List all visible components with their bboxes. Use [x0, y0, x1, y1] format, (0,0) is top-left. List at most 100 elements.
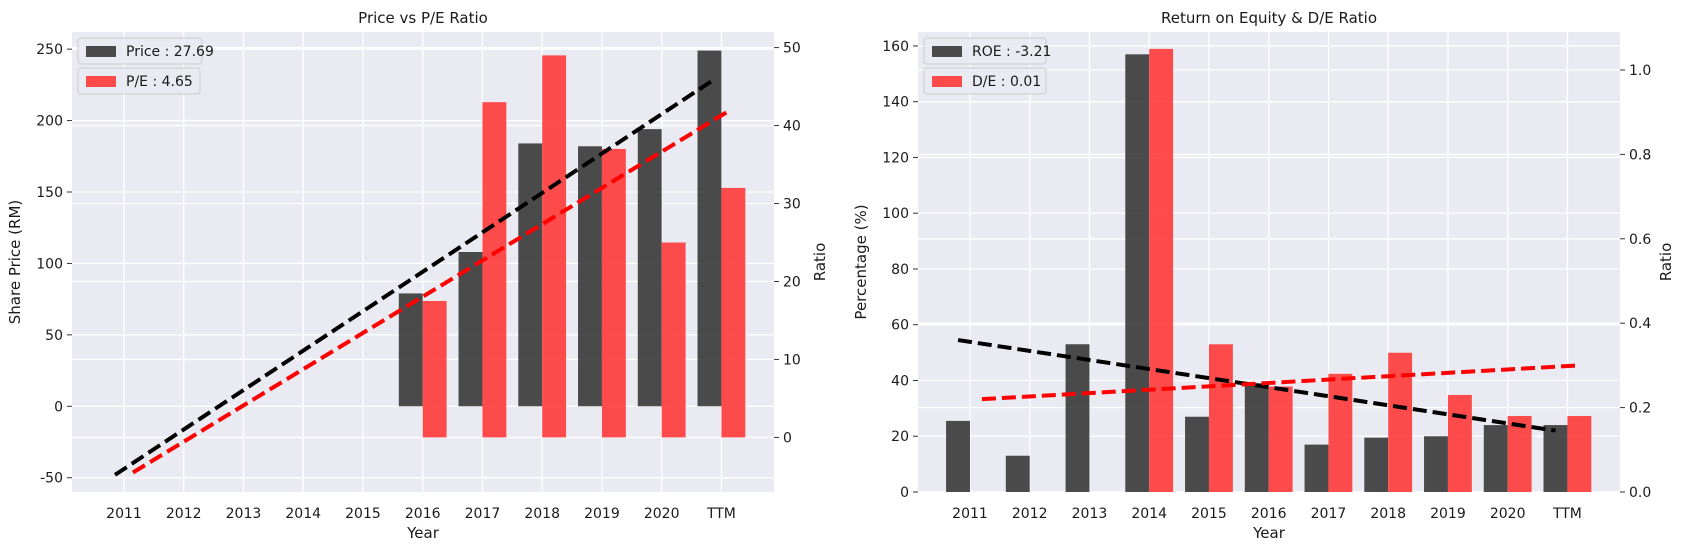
ytick-label-right: 0.4 [1629, 316, 1651, 332]
legend-box [77, 67, 201, 95]
ytick-label-right: 0.6 [1629, 232, 1651, 248]
xtick-label-2011: 2011 [106, 506, 142, 522]
xtick-label-2017: 2017 [465, 506, 501, 522]
legend-primary: Price : 27.69 [77, 37, 214, 65]
ytick-label-right: 0.0 [1629, 485, 1651, 501]
bar-primary-2016 [1244, 383, 1269, 492]
bar-secondary-2018 [1388, 352, 1413, 492]
legend-swatch [86, 46, 116, 57]
legend-label: D/E : 0.01 [972, 74, 1041, 90]
bar-secondary-2018 [542, 55, 567, 438]
bar-primary-TTM [697, 50, 722, 407]
ytick-label-left: 0 [900, 485, 909, 501]
bar-primary-2017 [458, 252, 483, 407]
bar-primary-2013 [1065, 344, 1090, 492]
ytick-label-right: 0.8 [1629, 147, 1651, 163]
bar-primary-2020 [1483, 425, 1508, 492]
bar-primary-2019 [1424, 436, 1448, 492]
trendline-secondary [131, 108, 732, 475]
bar-primary-2020 [637, 129, 662, 407]
ytick-label-right: 30 [783, 197, 801, 213]
xtick-label-2019: 2019 [1430, 506, 1466, 522]
xtick-label-2019: 2019 [584, 506, 620, 522]
bar-primary-2018 [1364, 437, 1389, 492]
bar-primary-2017 [1304, 444, 1329, 492]
bar-primary-2015 [1185, 416, 1209, 492]
xtick-label-2013: 2013 [1072, 506, 1108, 522]
xtick-label-2018: 2018 [524, 506, 560, 522]
legend-swatch [932, 46, 962, 57]
xtick-label-2016: 2016 [1251, 506, 1287, 522]
ytick-label-left: 40 [891, 373, 909, 389]
xtick-label-2014: 2014 [285, 506, 321, 522]
xtick-label-2020: 2020 [644, 506, 680, 522]
trendline-primary [957, 338, 1556, 433]
xtick-label-2016: 2016 [405, 506, 441, 522]
xtick-label-2011: 2011 [952, 506, 988, 522]
x-axis-label: Year [1252, 524, 1286, 542]
ytick-label-right: 40 [783, 119, 801, 135]
xtick-label-TTM: TTM [1552, 506, 1582, 522]
xtick-label-TTM: TTM [706, 506, 736, 522]
ytick-label-right: 0 [783, 430, 792, 446]
bar-secondary-2017 [482, 102, 507, 438]
ytick-label-right: 20 [783, 274, 801, 290]
xtick-label-2013: 2013 [226, 506, 262, 522]
xtick-label-2012: 2012 [1012, 506, 1048, 522]
ytick-label-left: 50 [45, 328, 63, 344]
ytick-label-right: 10 [783, 352, 801, 368]
xtick-label-2020: 2020 [1490, 506, 1526, 522]
xtick-label-2015: 2015 [1191, 506, 1227, 522]
y-axis-label-right: Ratio [1657, 243, 1675, 282]
xtick-label-2018: 2018 [1370, 506, 1406, 522]
bar-primary-2014 [1125, 54, 1150, 492]
bar-primary-2016 [398, 293, 423, 407]
legend-swatch [932, 76, 962, 87]
ytick-label-left: 140 [882, 95, 909, 111]
bar-secondary-2016 [422, 300, 447, 438]
legend-box [923, 67, 1047, 95]
bar-secondary-2020 [661, 242, 686, 438]
xtick-label-2012: 2012 [166, 506, 202, 522]
legend-primary: ROE : -3.21 [923, 37, 1051, 65]
legend-label: ROE : -3.21 [972, 44, 1051, 60]
xtick-label-2015: 2015 [345, 506, 381, 522]
xtick-label-2014: 2014 [1131, 506, 1167, 522]
bar-secondary-2020 [1507, 416, 1532, 492]
chart-panel-2: 0 20 40 60 80 100 120 140 160 0.0 0.2 0.4 0.6 0.8 1.0 2… [852, 9, 1675, 542]
chart-title: Price vs P/E Ratio [358, 9, 488, 27]
ytick-label-left: 200 [36, 114, 63, 130]
ytick-label-left: -50 [40, 471, 63, 487]
ytick-label-left: 120 [882, 150, 909, 166]
legend-secondary: P/E : 4.65 [77, 67, 201, 95]
bar-secondary-TTM [1567, 416, 1592, 492]
bar-secondary-2019 [601, 148, 626, 438]
bar-primary-2012 [1005, 455, 1030, 492]
y-axis-label-left: Share Price (RM) [6, 200, 24, 324]
ytick-label-right: 0.2 [1629, 401, 1651, 417]
legend-swatch [86, 76, 116, 87]
ytick-label-left: 0 [54, 399, 63, 415]
xtick-label-2017: 2017 [1311, 506, 1347, 522]
ytick-label-left: 150 [36, 185, 63, 201]
bar-secondary-2019 [1447, 394, 1472, 492]
bar-secondary-TTM [721, 187, 746, 438]
bar-primary-2018 [518, 143, 543, 407]
bar-primary-2019 [578, 146, 602, 407]
ytick-label-left: 100 [882, 206, 909, 222]
ytick-label-left: 80 [891, 262, 909, 278]
ytick-label-left: 250 [36, 42, 63, 58]
ytick-label-left: 60 [891, 318, 909, 334]
ytick-label-left: 160 [882, 39, 909, 55]
ytick-label-right: 1.0 [1629, 63, 1651, 79]
ytick-label-left: 20 [891, 429, 909, 445]
legend-label: Price : 27.69 [126, 44, 214, 60]
bar-secondary-2014 [1149, 48, 1174, 492]
y-axis-label-right: Ratio [811, 243, 829, 282]
ytick-label-right: 50 [783, 41, 801, 57]
bar-secondary-2015 [1208, 344, 1233, 492]
legend-secondary: D/E : 0.01 [923, 67, 1047, 95]
legend-box [923, 37, 1047, 65]
